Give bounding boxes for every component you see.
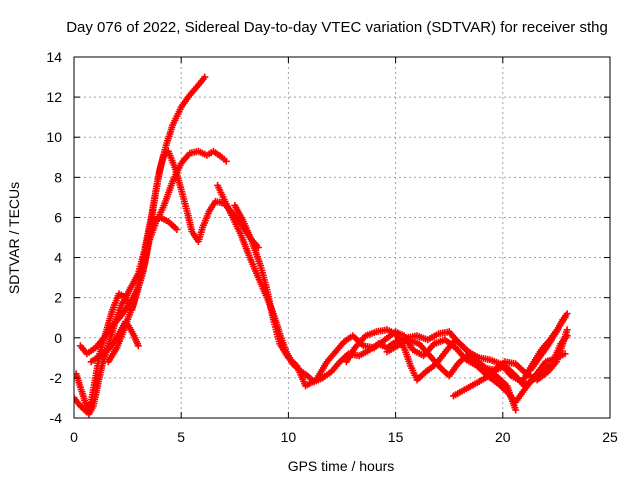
data-point	[173, 226, 181, 233]
series-track-3	[104, 147, 230, 366]
series-track-5	[87, 318, 142, 366]
x-tick-label: 20	[495, 429, 511, 445]
data-point	[512, 406, 520, 414]
y-tick-label: 14	[46, 49, 62, 65]
y-tick-label: 12	[46, 89, 62, 105]
y-tick-label: 0	[54, 330, 62, 346]
x-tick-labels: 0 5 10 15 20 25	[70, 429, 618, 445]
data-point	[561, 350, 569, 358]
x-tick-label: 10	[281, 429, 297, 445]
data-point	[563, 332, 571, 340]
y-tick-label: 4	[54, 250, 62, 266]
plot-frame	[73, 56, 611, 419]
x-tick-label: 15	[388, 429, 404, 445]
y-axis-label: SDTVAR / TECUs	[6, 182, 22, 294]
y-tick-label: 10	[46, 129, 62, 145]
y-tick-label: 2	[54, 290, 62, 306]
data-point	[201, 73, 209, 81]
y-tick-label: -2	[50, 370, 63, 386]
series-track-4	[76, 213, 181, 358]
series-track-6	[214, 181, 569, 386]
data-point	[222, 157, 230, 165]
x-tick-label: 0	[70, 429, 78, 445]
x-tick-label: 5	[177, 429, 185, 445]
data-point	[563, 326, 571, 334]
series-track-2	[74, 73, 209, 418]
x-axis-label: GPS time / hours	[288, 458, 395, 474]
chart-title: Day 076 of 2022, Sidereal Day-to-day VTE…	[66, 19, 608, 36]
series-track-11	[527, 310, 571, 374]
axis-ticks	[73, 56, 611, 419]
y-tick-labels: -4 -2 0 2 4 6 8 10 12 14	[46, 49, 62, 426]
y-tick-label: 6	[54, 209, 62, 225]
data-point	[134, 342, 142, 350]
y-tick-label: 8	[54, 169, 62, 185]
y-tick-label: -4	[50, 410, 63, 426]
x-tick-label: 25	[602, 429, 618, 445]
series-track-10	[450, 332, 571, 400]
data-series	[74, 73, 571, 418]
data-point	[563, 310, 571, 318]
